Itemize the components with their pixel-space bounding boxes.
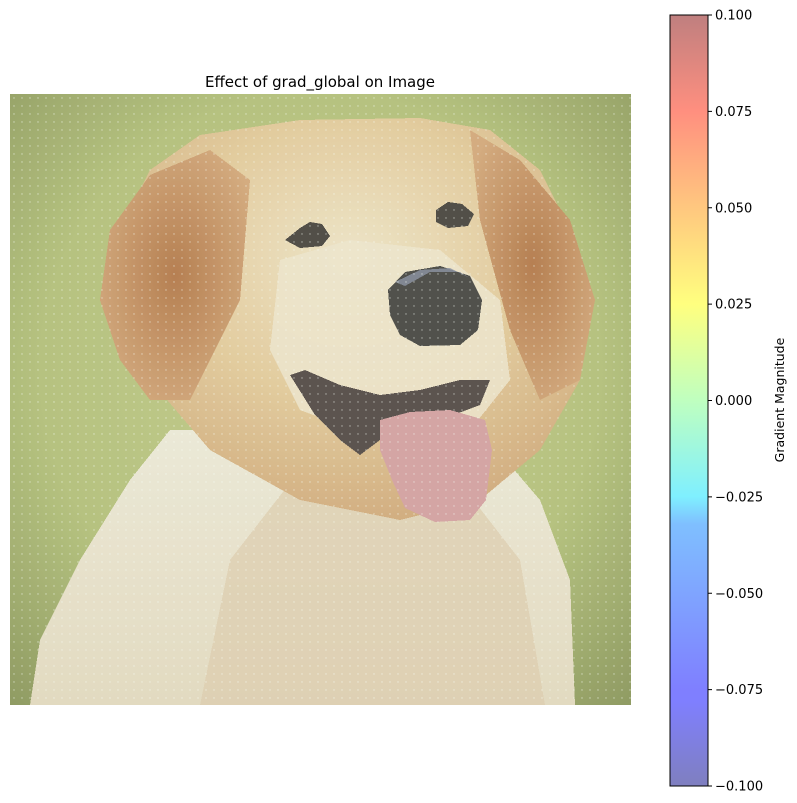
colorbar-tick-label: 0.000 [715, 394, 752, 409]
colorbar-tick-label: −0.050 [715, 587, 763, 602]
colorbar: −0.100 −0.075 −0.050 −0.025 0.000 0.025 0.050 0… [669, 9, 787, 795]
image-panel [10, 94, 631, 705]
colorbar-tick-label: 0.075 [715, 105, 752, 120]
colorbar-tick-label: 0.100 [715, 9, 752, 24]
colorbar-tick-label: −0.075 [715, 683, 763, 698]
colorbar-ticks: −0.100 −0.075 −0.050 −0.025 0.000 0.025 0.050 0… [708, 9, 763, 795]
colorbar-tick-label: −0.100 [715, 780, 763, 795]
pixel-dot-overlay [10, 94, 631, 705]
colorbar-tick-label: 0.025 [715, 298, 752, 313]
colorbar-tick-label: 0.050 [715, 201, 752, 216]
colorbar-label: Gradient Magnitude [772, 337, 787, 462]
chart-title: Effect of grad_global on Image [205, 73, 435, 92]
colorbar-tick-label: −0.025 [715, 490, 763, 505]
colorbar-gradient [670, 15, 708, 786]
gradient-overlay [10, 94, 631, 705]
